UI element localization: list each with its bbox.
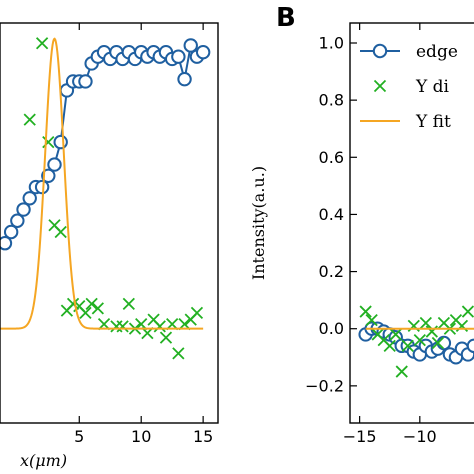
- edge-point: [466, 338, 474, 354]
- edge-point: [0, 236, 13, 251]
- x-tick-label: −15: [343, 427, 377, 446]
- diff-point: [153, 320, 166, 333]
- diff-point: [116, 320, 129, 333]
- diff-point: [172, 347, 185, 360]
- diff-point: [23, 113, 36, 126]
- legend: edge Y di Y fit: [360, 42, 458, 132]
- x-tick-label: 5: [74, 427, 84, 446]
- y-tick-label: 0.6: [319, 148, 344, 167]
- y-tick-label: 0.4: [319, 205, 344, 224]
- diff-point: [91, 302, 104, 315]
- edge-point: [22, 191, 37, 206]
- edge-point: [183, 38, 198, 53]
- edge-point: [53, 134, 68, 150]
- y-axis-label: Intensity(a.u.): [249, 166, 268, 280]
- legend-marker-diff: [373, 79, 387, 93]
- legend-label: edge: [416, 42, 458, 62]
- edge-series-line: [4, 42, 204, 244]
- diff-point: [42, 135, 55, 149]
- diff-point: [395, 365, 408, 378]
- diff-point: [401, 339, 414, 352]
- y-tick-label: 0.8: [319, 91, 344, 110]
- plot-area: [358, 305, 474, 378]
- diff-point: [122, 297, 135, 311]
- edge-point: [41, 168, 56, 184]
- plot-frame: [349, 22, 474, 424]
- panel-letter: B: [276, 3, 296, 33]
- fit-line: [0, 37, 204, 330]
- plot-area: [0, 37, 211, 360]
- diff-point: [159, 331, 173, 344]
- panel-b: −15 −10 1.0 0.8 0.6 0.4 0.2 0.0 −0.2 Intensity(a.…: [249, 3, 474, 446]
- y-tick-label: 0.0: [319, 319, 344, 338]
- edge-point: [171, 49, 186, 64]
- diff-point: [110, 320, 123, 333]
- diff-point: [383, 339, 396, 352]
- diff-point: [85, 297, 98, 311]
- legend-marker-edge: [372, 43, 388, 59]
- diff-point: [79, 306, 92, 320]
- y-tick-label: 0.2: [319, 262, 344, 281]
- diff-point: [389, 328, 402, 341]
- y-tick-label: 1.0: [319, 34, 344, 53]
- edge-point: [436, 335, 452, 351]
- edge-point: [47, 157, 62, 172]
- x-tick-label: −10: [403, 427, 437, 446]
- diff-point: [54, 225, 67, 239]
- edge-point: [10, 213, 25, 228]
- edge-point: [78, 74, 93, 89]
- plot-frame: [0, 22, 219, 424]
- diff-point: [419, 316, 432, 330]
- diff-point: [431, 336, 445, 350]
- edge-point: [16, 202, 31, 217]
- legend-label: Y fit: [415, 112, 451, 132]
- diff-point: [365, 314, 378, 327]
- diff-point: [413, 334, 426, 347]
- x-tick-label: 10: [131, 427, 151, 446]
- diff-point: [461, 305, 474, 318]
- edge-point: [195, 45, 211, 60]
- edge-point: [3, 224, 19, 240]
- legend-label: Y di: [415, 77, 450, 97]
- x-axis-label: x(μm): [20, 451, 67, 470]
- x-tick-label: 15: [193, 427, 213, 446]
- y-tick-label: −0.2: [305, 376, 344, 395]
- diff-point: [190, 306, 204, 320]
- diff-point: [359, 305, 372, 318]
- edge-point: [177, 71, 192, 87]
- panel-a: 5 10 15 x(μm): [0, 22, 219, 470]
- diff-point: [35, 37, 49, 50]
